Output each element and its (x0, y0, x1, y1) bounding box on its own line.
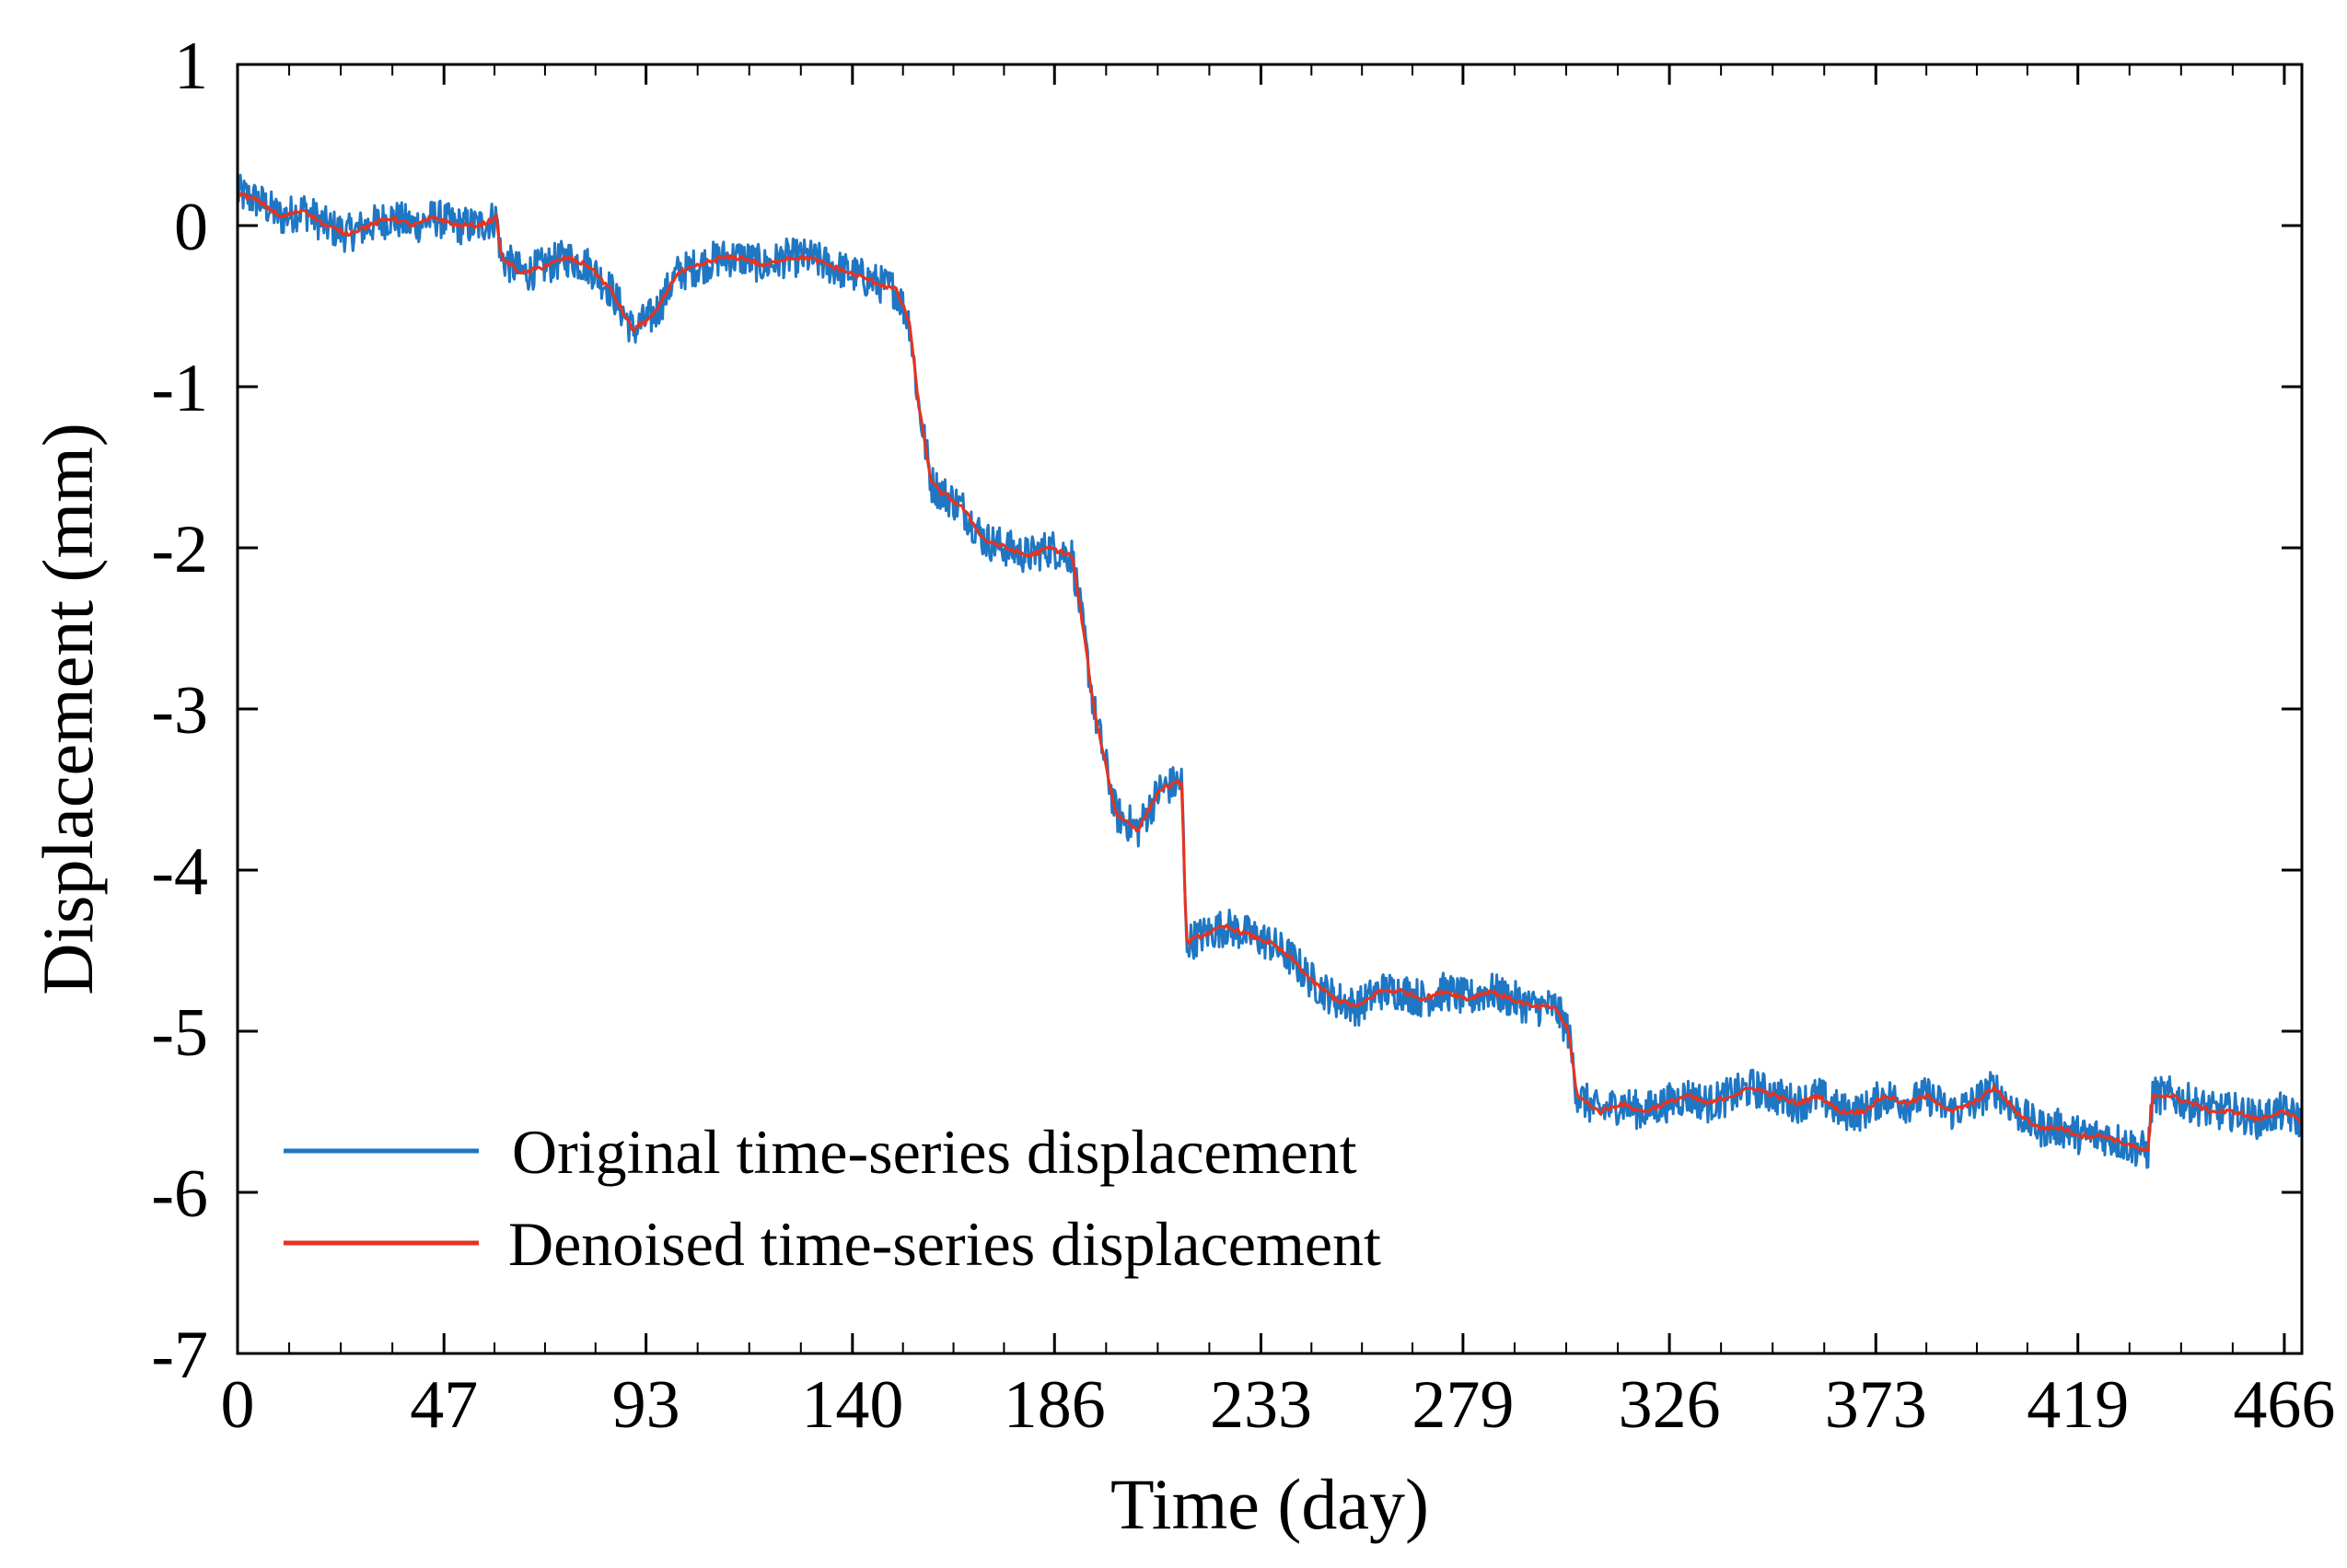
series-original-line (236, 173, 2304, 1169)
y-tick-label: -5 (151, 995, 208, 1071)
plot-frame (236, 63, 2304, 1355)
y-tick-label: -4 (151, 834, 208, 910)
x-tick-label: 419 (2027, 1367, 2129, 1443)
x-axis-title: Time (day) (1110, 1464, 1429, 1544)
legend: Original time-series displacement Denois… (284, 1117, 1381, 1279)
x-tick-label: 279 (1412, 1367, 1514, 1443)
x-tick-label: 466 (2233, 1367, 2335, 1443)
y-tick-label: -1 (151, 351, 208, 426)
tick-labels: 0 47 93 140 186 233 279 326 373 419 466 1 0 -1 -2 -3 -4 -… (151, 29, 2335, 1443)
y-tick-label: 1 (174, 29, 208, 104)
y-tick-label: 0 (174, 190, 208, 265)
x-tick-label: 140 (801, 1367, 903, 1443)
x-tick-label: 186 (1004, 1367, 1106, 1443)
x-tick-label: 93 (612, 1367, 680, 1443)
y-tick-label: -6 (151, 1156, 208, 1232)
x-tick-label: 47 (410, 1367, 478, 1443)
legend-label-original: Original time-series displacement (512, 1117, 1357, 1187)
y-tick-label: -7 (151, 1318, 208, 1393)
legend-label-denoised: Denoised time-series displacement (508, 1209, 1381, 1279)
x-tick-label: 326 (1619, 1367, 1721, 1443)
x-tick-label: 0 (221, 1367, 255, 1443)
y-tick-label: -2 (151, 512, 208, 587)
y-tick-label: -3 (151, 673, 208, 749)
y-axis-title: Displacement (mm) (28, 423, 108, 995)
series-layer (236, 173, 2304, 1169)
x-tick-label: 373 (1825, 1367, 1927, 1443)
series-denoised-line (237, 192, 2304, 1153)
x-tick-label: 233 (1210, 1367, 1312, 1443)
